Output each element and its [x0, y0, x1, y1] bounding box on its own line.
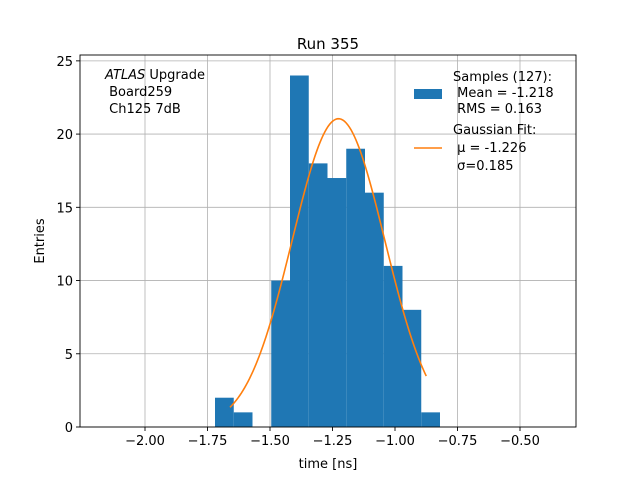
- chart-title: Run 355: [297, 35, 359, 53]
- histogram-bar: [233, 412, 253, 427]
- x-tick-label: −1.00: [375, 434, 415, 449]
- histogram-bar: [327, 178, 347, 427]
- legend: Samples (127): Mean = -1.218 RMS = 0.163…: [414, 70, 554, 174]
- y-axis-ticks: 0 5 10 15 20 25: [56, 55, 80, 436]
- x-axis-label: time [ns]: [299, 457, 358, 472]
- legend-hist-swatch: [414, 89, 442, 99]
- histogram-bar: [271, 280, 290, 427]
- legend-fit-line-3: σ=0.185: [453, 159, 513, 174]
- histogram-bar: [346, 148, 365, 427]
- histogram-bar: [383, 265, 403, 427]
- annotation-line-2: Board259: [105, 85, 172, 100]
- histogram-bar: [402, 309, 422, 427]
- x-tick-label: −1.25: [313, 434, 353, 449]
- x-tick-label: −0.50: [500, 434, 540, 449]
- atlas-label: ATLAS: [104, 68, 145, 83]
- axes-frame: [79, 54, 577, 428]
- y-tick-label: 20: [56, 128, 73, 143]
- y-tick-label: 25: [56, 55, 73, 70]
- histogram-bar: [365, 192, 384, 427]
- legend-fit-line-2: μ = -1.226: [453, 141, 526, 156]
- y-tick-label: 5: [65, 348, 73, 363]
- x-tick-label: −0.75: [438, 434, 478, 449]
- gaussian-fit-line: [229, 117, 427, 408]
- histogram-bar: [421, 412, 440, 427]
- legend-hist-line-2: Mean = -1.218: [453, 86, 554, 101]
- x-axis-ticks: −2.00 −1.75 −1.50 −1.25 −1.00 −0.75 −0.50: [125, 427, 540, 449]
- y-axis-label: Entries: [33, 218, 48, 264]
- x-tick-label: −1.50: [250, 434, 290, 449]
- annotation-line-3: Ch125 7dB: [105, 102, 181, 117]
- histogram-bars: [215, 75, 440, 427]
- legend-fit-line-1: Gaussian Fit:: [453, 123, 536, 138]
- histogram-bar: [215, 397, 234, 427]
- histogram-bar: [308, 163, 328, 427]
- annotation-line-1: ATLAS Upgrade: [104, 68, 205, 83]
- y-tick-label: 0: [65, 421, 73, 436]
- x-tick-label: −2.00: [125, 434, 165, 449]
- legend-hist-line-3: RMS = 0.163: [453, 102, 542, 117]
- y-tick-label: 15: [56, 201, 73, 216]
- upgrade-label: Upgrade: [145, 68, 205, 83]
- atlas-annotation: ATLAS Upgrade Board259 Ch125 7dB: [104, 68, 205, 117]
- histogram-bar: [290, 75, 309, 427]
- x-tick-label: −1.75: [188, 434, 228, 449]
- legend-hist-line-1: Samples (127):: [453, 70, 552, 85]
- y-tick-label: 10: [56, 275, 73, 290]
